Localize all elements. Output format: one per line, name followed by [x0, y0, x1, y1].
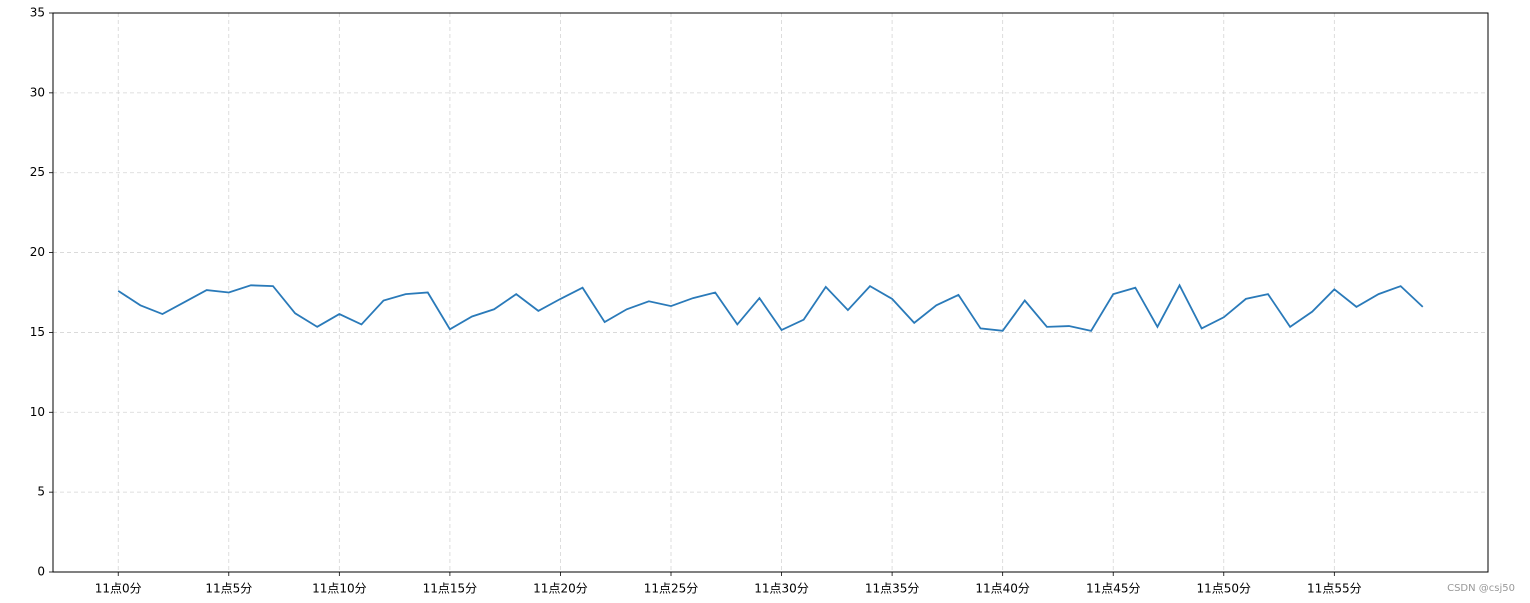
- y-tick-label: 5: [37, 485, 45, 499]
- x-tick-label: 11点0分: [95, 582, 142, 596]
- y-tick-label: 0: [37, 565, 45, 579]
- x-tick-label: 11点35分: [865, 582, 920, 596]
- watermark: CSDN @csj50: [1447, 583, 1515, 594]
- x-tick-label: 11点25分: [644, 582, 699, 596]
- y-tick-label: 10: [30, 405, 45, 419]
- x-tick-label: 11点15分: [423, 582, 478, 596]
- x-tick-label: 11点20分: [533, 582, 588, 596]
- y-tick-label: 25: [30, 165, 45, 179]
- plot-frame: [52, 12, 1489, 573]
- data-line: [117, 283, 1424, 332]
- x-tick-label: 11点45分: [1086, 582, 1141, 596]
- x-tick-label: 11点40分: [975, 582, 1030, 596]
- x-tick-label: 11点55分: [1307, 582, 1362, 596]
- y-tick-label: 15: [30, 325, 45, 339]
- y-tick-label: 30: [30, 85, 45, 99]
- y-tick-label: 20: [30, 245, 45, 259]
- x-tick-label: 11点10分: [312, 582, 367, 596]
- y-tick-label: 35: [30, 6, 45, 20]
- x-tick-label: 11点5分: [205, 582, 252, 596]
- x-tick-label: 11点50分: [1197, 582, 1252, 596]
- x-tick-label: 11点30分: [754, 582, 809, 596]
